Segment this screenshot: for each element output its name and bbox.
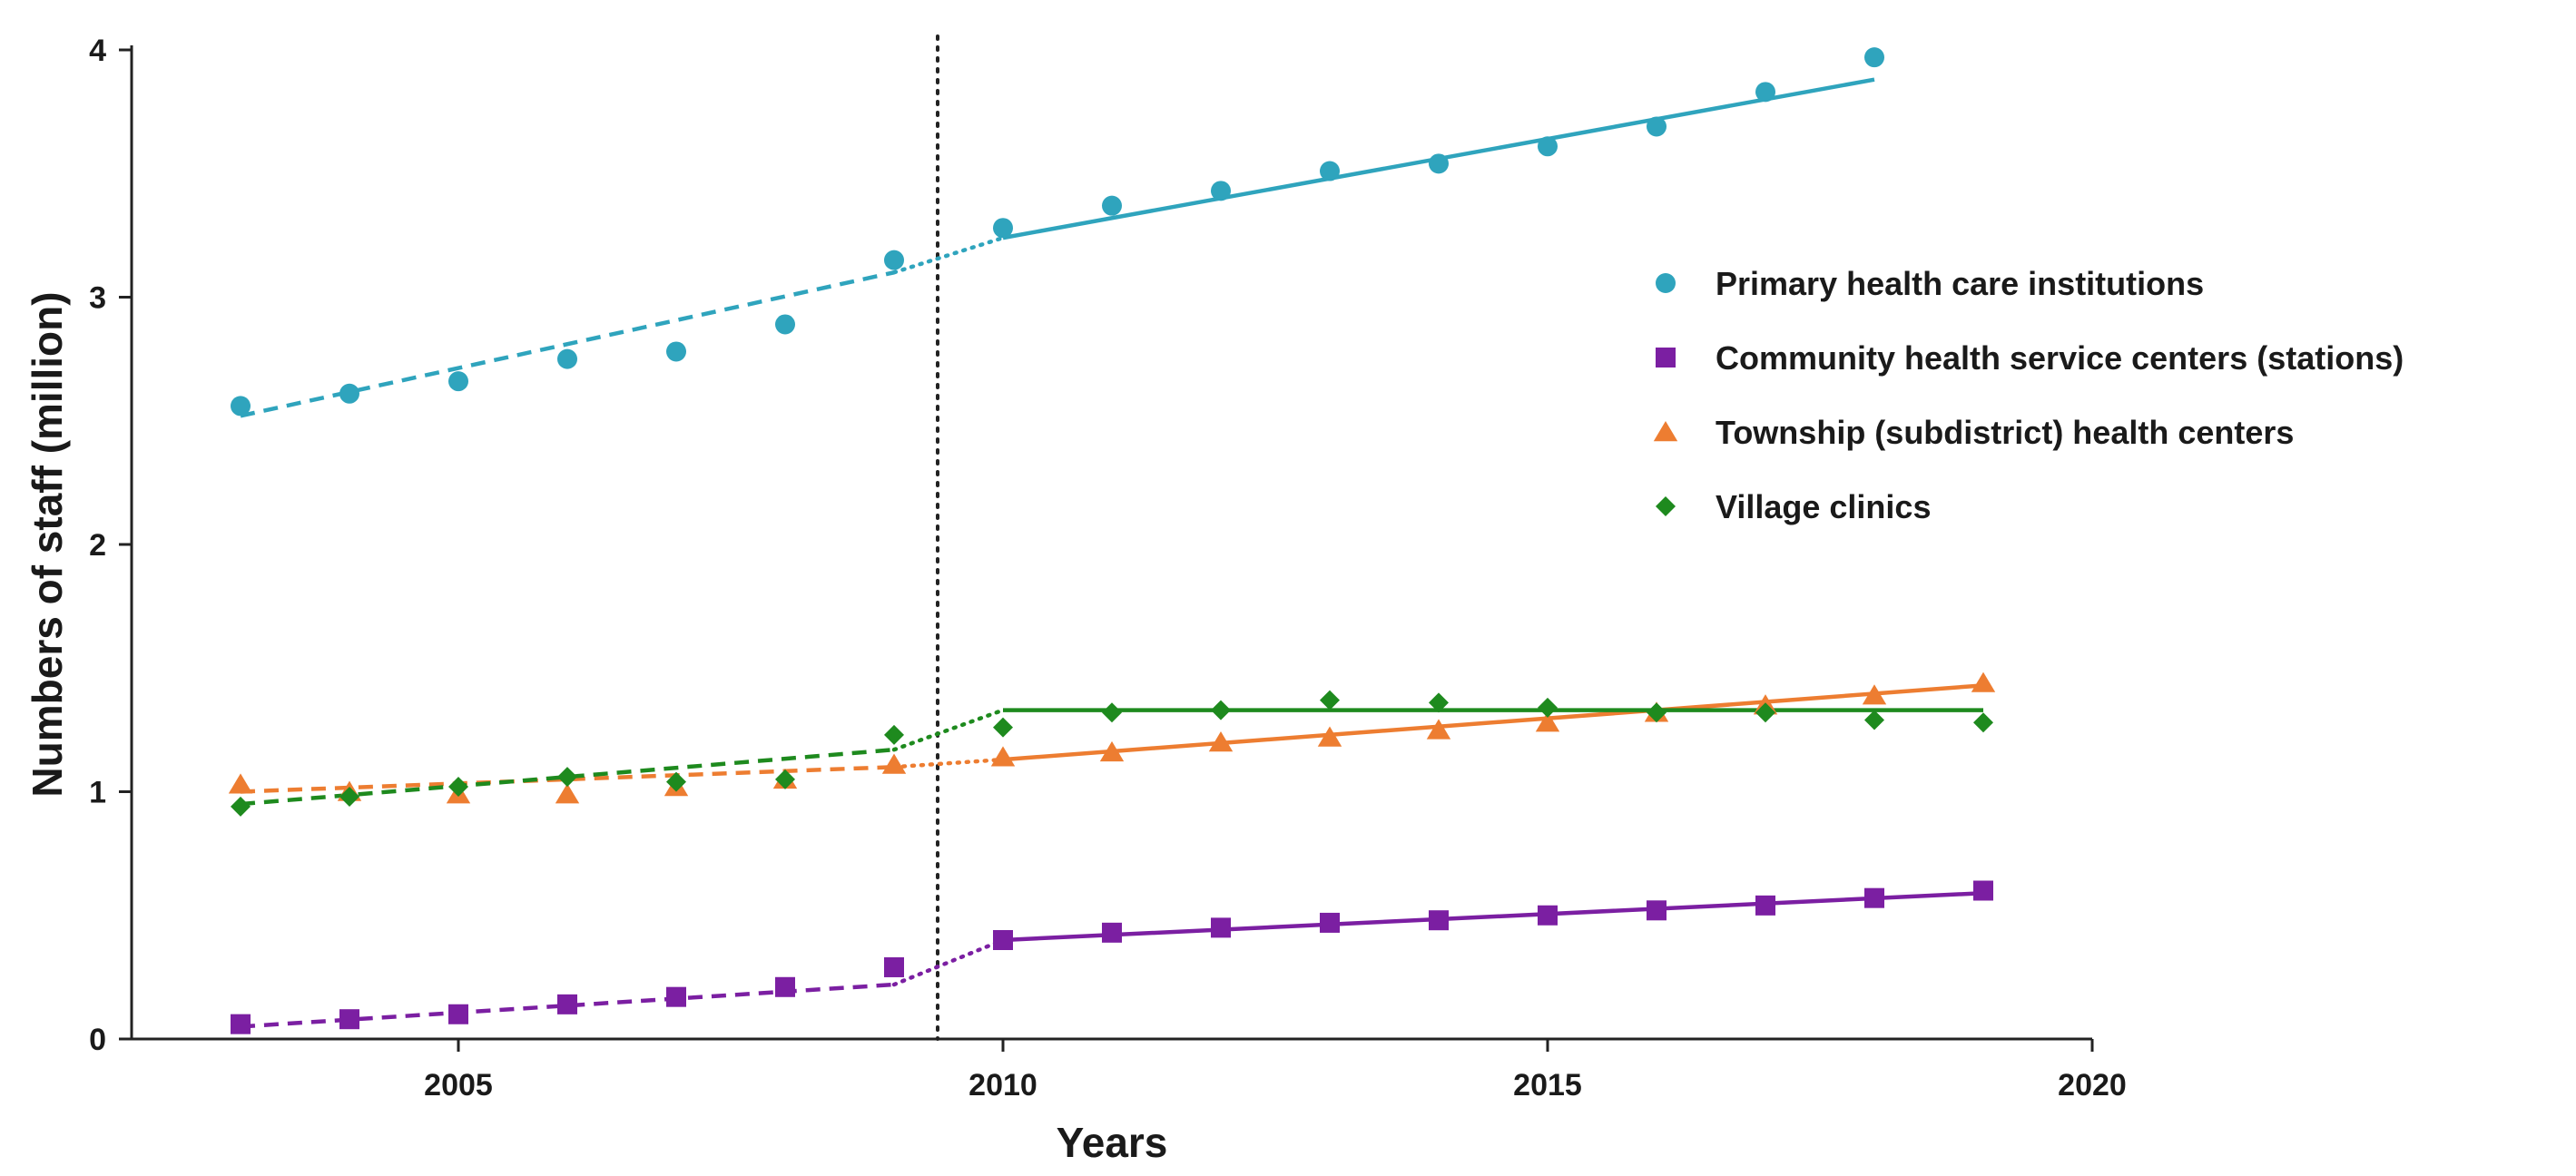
data-point <box>1426 719 1451 740</box>
pre-intervention-fit-line <box>240 747 895 807</box>
data-point <box>775 769 795 789</box>
data-point <box>557 348 577 369</box>
data-point <box>666 341 686 362</box>
x-axis-label: Years <box>1057 1119 1168 1166</box>
legend-label: Community health service centers (statio… <box>1716 339 2404 377</box>
data-point <box>1647 900 1667 921</box>
data-point <box>1320 690 1340 710</box>
x-tick-label: 2020 <box>2058 1068 2127 1102</box>
data-point <box>231 796 251 817</box>
data-point <box>775 976 795 997</box>
data-point <box>1538 905 1558 926</box>
transition-line <box>891 708 1006 752</box>
data-point <box>448 371 468 392</box>
data-point <box>228 773 253 794</box>
legend-marker <box>1656 273 1676 293</box>
data-point <box>1099 740 1125 762</box>
data-point <box>775 314 795 335</box>
data-point <box>881 753 907 774</box>
data-point <box>1429 153 1449 174</box>
data-point <box>1862 684 1887 705</box>
data-point <box>1211 700 1231 720</box>
legend-marker <box>1653 421 1678 442</box>
post-intervention-fit-line <box>1002 683 1984 762</box>
data-point <box>1320 161 1340 181</box>
data-point <box>884 956 904 977</box>
data-point <box>1429 692 1449 713</box>
data-point <box>1864 887 1884 908</box>
legend-label: Primary health care institutions <box>1716 265 2204 302</box>
post-intervention-fit-line <box>1002 890 1984 943</box>
data-point <box>1208 731 1234 752</box>
data-point <box>1973 880 1993 901</box>
data-point <box>231 1014 251 1034</box>
y-tick-label: 1 <box>89 776 106 810</box>
transition-line <box>891 937 1006 987</box>
x-tick-label: 2015 <box>1513 1068 1582 1102</box>
data-point <box>1538 697 1558 718</box>
data-point <box>1320 912 1340 933</box>
data-point <box>993 717 1013 738</box>
legend-label: Village clinics <box>1716 488 1931 525</box>
data-point <box>339 786 359 807</box>
data-point <box>557 767 577 788</box>
data-point <box>884 250 904 270</box>
data-point <box>1971 671 1996 692</box>
data-points <box>228 47 1996 1034</box>
data-point <box>1211 181 1231 201</box>
data-point <box>1535 711 1560 732</box>
data-point <box>1102 195 1122 216</box>
data-point <box>339 1009 359 1030</box>
axes: 0 1 2 3 4 2005 2010 2015 2020 <box>89 34 2127 1102</box>
y-tick-label: 4 <box>89 34 106 68</box>
y-tick-label: 0 <box>89 1023 106 1057</box>
transition-line <box>891 757 1006 769</box>
transition-line <box>891 235 1006 275</box>
data-point <box>1864 710 1884 730</box>
data-point <box>1755 702 1775 723</box>
y-axis-label: Numbers of staff (million) <box>24 291 71 797</box>
data-point <box>666 986 686 1007</box>
data-point <box>990 746 1016 767</box>
data-point <box>1211 917 1231 938</box>
data-point <box>993 218 1013 239</box>
legend-marker <box>1656 348 1676 368</box>
data-point <box>1429 910 1449 931</box>
data-point <box>1755 895 1775 916</box>
data-point <box>448 1004 468 1024</box>
x-tick-label: 2010 <box>968 1068 1037 1102</box>
data-point <box>1647 116 1667 137</box>
legend-label: Township (subdistrict) health centers <box>1716 414 2294 451</box>
y-tick-label: 2 <box>89 528 106 563</box>
x-tick-label: 2005 <box>424 1068 493 1102</box>
data-point <box>1317 726 1342 747</box>
data-point <box>1102 702 1122 723</box>
data-point <box>993 930 1013 950</box>
data-point <box>1864 47 1884 68</box>
data-point <box>1973 712 1993 733</box>
data-point <box>1102 922 1122 943</box>
fit-lines <box>240 77 1984 1029</box>
data-point <box>1755 82 1775 103</box>
data-point <box>555 783 580 804</box>
data-point <box>1538 136 1558 157</box>
legend-marker <box>1656 496 1676 516</box>
legend: Primary health care institutions Communit… <box>1653 265 2404 525</box>
data-point <box>1647 702 1667 723</box>
data-point <box>557 994 577 1014</box>
data-point <box>231 396 251 416</box>
data-point <box>666 771 686 792</box>
y-tick-label: 3 <box>89 281 106 316</box>
data-point <box>339 383 359 404</box>
pre-intervention-fit-line <box>240 270 895 418</box>
data-point <box>884 724 904 745</box>
data-point <box>448 777 468 798</box>
